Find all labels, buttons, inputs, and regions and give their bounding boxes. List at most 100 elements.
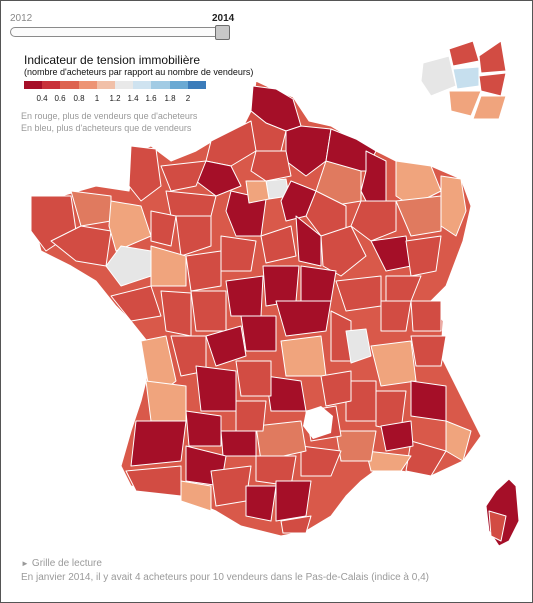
legend-swatch xyxy=(169,81,188,89)
dept-rhone[interactable] xyxy=(345,328,372,364)
dept-ariege[interactable] xyxy=(245,485,277,522)
dept-gard[interactable] xyxy=(335,430,377,462)
dept-orne[interactable] xyxy=(165,190,217,217)
dept-lot[interactable] xyxy=(235,400,267,432)
legend-swatch xyxy=(187,81,206,89)
legend-tick: 0.6 xyxy=(54,94,66,103)
dept-manche[interactable] xyxy=(128,145,162,202)
dept-indre[interactable] xyxy=(225,275,264,317)
legend-swatch xyxy=(42,81,61,89)
legend-note-blue: En bleu, plus d'acheteurs que de vendeur… xyxy=(21,123,192,133)
reading-guide-label: Grille de lecture xyxy=(31,558,102,569)
dept-alpes-maritimes[interactable] xyxy=(445,420,472,462)
dept-hautes-alpes[interactable] xyxy=(410,380,447,422)
legend-tick: 1.8 xyxy=(164,94,176,103)
dept-isere[interactable] xyxy=(370,340,417,387)
dept-loiret[interactable] xyxy=(260,225,297,264)
legend-swatch xyxy=(24,81,43,89)
corsica-south[interactable] xyxy=(488,510,507,542)
idf-val-doise[interactable] xyxy=(448,40,480,67)
dept-nievre[interactable] xyxy=(300,265,337,302)
dept-vaucluse[interactable] xyxy=(380,420,414,452)
reading-guide-text: En janvier 2014, il y avait 4 acheteurs … xyxy=(21,572,430,583)
dept-haute-savoie[interactable] xyxy=(410,300,442,332)
legend-tick: 1.4 xyxy=(127,94,139,103)
dept-hautes-pyrenees[interactable] xyxy=(180,480,212,512)
slider-end-year: 2014 xyxy=(212,13,235,24)
dept-lot-et-garonne[interactable] xyxy=(185,410,222,447)
idf-val-de-marne[interactable] xyxy=(478,72,507,97)
dept-yvelines[interactable] xyxy=(245,180,270,204)
legend-title: Indicateur de tension immobilière xyxy=(24,53,201,67)
legend-swatch xyxy=(151,81,170,89)
legend-swatch xyxy=(96,81,115,89)
legend-subtitle: (nombre d'acheteurs par rapport au nombr… xyxy=(24,67,254,77)
legend-swatch xyxy=(114,81,134,89)
year-slider-handle[interactable] xyxy=(215,25,230,40)
dept-allier[interactable] xyxy=(275,300,332,337)
dept-pyrenees-atlantiques[interactable] xyxy=(125,465,182,497)
dept-pyrenees-orientales[interactable] xyxy=(280,515,312,534)
dept-aude[interactable] xyxy=(275,480,312,522)
dept-bouches-du-rhone[interactable] xyxy=(365,450,412,472)
dept-oise[interactable] xyxy=(250,150,292,182)
idf-seine-saint-denis[interactable] xyxy=(478,40,507,74)
dept-creuse[interactable] xyxy=(240,315,277,352)
play-arrow-icon: ► xyxy=(21,559,29,568)
legend-swatch xyxy=(78,81,97,89)
dept-vosges[interactable] xyxy=(395,195,442,237)
dept-vienne[interactable] xyxy=(190,290,227,332)
dept-loir-et-cher[interactable] xyxy=(220,235,257,272)
dept-savoie[interactable] xyxy=(410,335,447,367)
dept-haute-garonne[interactable] xyxy=(210,465,252,507)
dept-haute-marne[interactable] xyxy=(350,200,397,242)
dept-dordogne[interactable] xyxy=(195,365,237,412)
dept-ille-et-vilaine[interactable] xyxy=(108,200,152,252)
legend-tick: 1.6 xyxy=(145,94,157,103)
slider-start-year: 2012 xyxy=(10,13,33,24)
dept-morbihan[interactable] xyxy=(50,225,112,267)
dept-indre-et-loire[interactable] xyxy=(185,250,222,292)
reading-guide-link[interactable]: ► Grille de lecture xyxy=(21,558,102,569)
dept-haute-loire[interactable] xyxy=(320,370,352,407)
legend-swatch xyxy=(60,81,79,89)
dept-ardeche[interactable] xyxy=(345,380,377,422)
dept-sarthe[interactable] xyxy=(175,215,212,257)
dept-herault[interactable] xyxy=(300,445,342,477)
dept-doubs[interactable] xyxy=(405,235,442,277)
dept-haute-vienne[interactable] xyxy=(205,325,247,367)
idf-inset xyxy=(420,40,507,120)
idf-hauts-de-seine[interactable] xyxy=(452,66,480,90)
idf-seine-et-marne[interactable] xyxy=(472,95,507,120)
dept-puy-de-dome[interactable] xyxy=(280,335,327,377)
legend-color-scale xyxy=(24,81,206,89)
legend-tick: 0.4 xyxy=(36,94,48,103)
legend-note-red: En rouge, plus de vendeurs que d'acheteu… xyxy=(21,111,198,121)
dept-tarn-et-garonne[interactable] xyxy=(220,430,257,457)
idf-essonne[interactable] xyxy=(448,90,482,117)
dept-correze[interactable] xyxy=(235,360,272,397)
dept-marne[interactable] xyxy=(315,160,362,207)
legend-tick: 0.8 xyxy=(73,94,85,103)
dept-landes[interactable] xyxy=(130,420,187,467)
dept-ain[interactable] xyxy=(380,300,412,332)
dept-cher[interactable] xyxy=(262,265,300,307)
legend-tick: 2 xyxy=(185,94,191,103)
dept-maine-et-loire[interactable] xyxy=(150,245,187,287)
dept-deux-sevres[interactable] xyxy=(160,290,192,337)
dept-gironde[interactable] xyxy=(145,380,187,422)
massif-central-hole xyxy=(303,406,333,439)
dept-calvados[interactable] xyxy=(160,160,207,192)
legend-tick: 1.2 xyxy=(109,94,121,103)
dept-vendee[interactable] xyxy=(110,285,162,322)
dept-aveyron[interactable] xyxy=(255,420,307,462)
dept-mayenne[interactable] xyxy=(150,210,177,247)
idf-yvelines[interactable] xyxy=(420,55,457,97)
dept-cote-dor[interactable] xyxy=(320,225,367,277)
dept-cantal[interactable] xyxy=(265,375,307,412)
legend-swatch xyxy=(133,81,152,89)
dept-seine-maritime[interactable] xyxy=(205,120,257,167)
dept-yonne[interactable] xyxy=(295,215,322,267)
